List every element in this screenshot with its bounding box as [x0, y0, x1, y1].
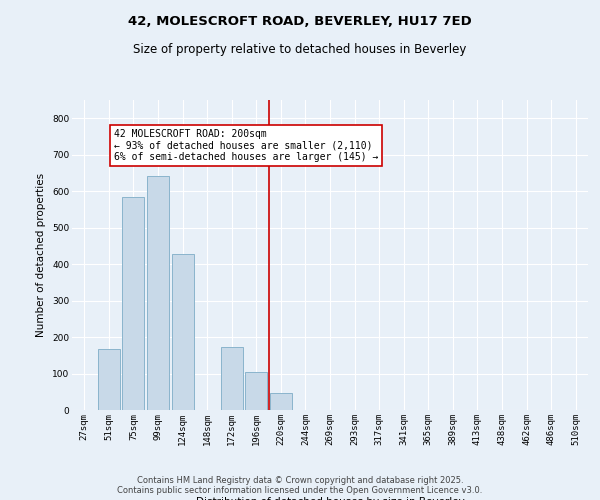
Bar [147, 176, 169, 410]
Bar [245, 372, 268, 410]
Bar [221, 348, 243, 410]
Bar [270, 393, 292, 410]
Bar [172, 254, 194, 410]
Bar [98, 349, 120, 410]
Text: 42 MOLESCROFT ROAD: 200sqm
← 93% of detached houses are smaller (2,110)
6% of se: 42 MOLESCROFT ROAD: 200sqm ← 93% of deta… [114, 129, 378, 162]
Y-axis label: Number of detached properties: Number of detached properties [37, 173, 46, 337]
Text: 42, MOLESCROFT ROAD, BEVERLEY, HU17 7ED: 42, MOLESCROFT ROAD, BEVERLEY, HU17 7ED [128, 15, 472, 28]
Text: Size of property relative to detached houses in Beverley: Size of property relative to detached ho… [133, 42, 467, 56]
Text: Distribution of detached houses by size in Beverley: Distribution of detached houses by size … [196, 497, 464, 500]
Text: Contains HM Land Registry data © Crown copyright and database right 2025.
Contai: Contains HM Land Registry data © Crown c… [118, 476, 482, 495]
Bar [122, 198, 145, 410]
